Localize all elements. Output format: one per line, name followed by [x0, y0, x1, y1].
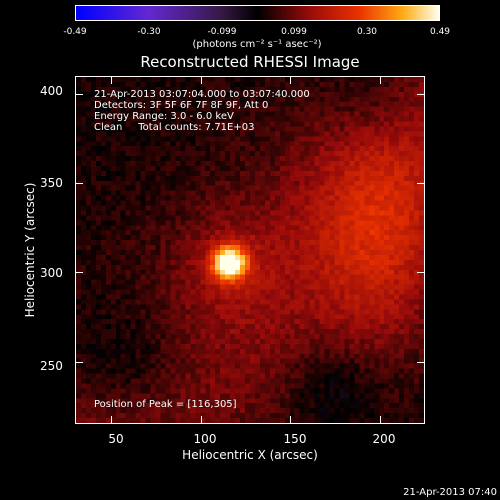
- heatmap-image: [76, 77, 424, 423]
- axis-tick: [75, 183, 83, 185]
- colorbar-tick: 0.30: [356, 27, 378, 37]
- axis-tick: [75, 272, 83, 274]
- timestamp: 21-Apr-2013 07:40: [403, 487, 497, 498]
- annotation-peak-position: Position of Peak = [116,305]: [94, 399, 237, 410]
- axis-tick: [417, 272, 425, 274]
- chart-title: Reconstructed RHESSI Image: [140, 53, 360, 71]
- axis-tick: [110, 76, 112, 84]
- annotation-detectors: Detectors: 3F 5F 6F 7F 8F 9F, Att 0: [94, 100, 269, 111]
- y-axis-label: Heliocentric Y (arcsec): [23, 182, 37, 318]
- plot-area: 21-Apr-2013 03:07:04.000 to 03:07:40.000…: [75, 76, 425, 424]
- annotation-time-range: 21-Apr-2013 03:07:04.000 to 03:07:40.000: [94, 89, 310, 100]
- axis-tick: [290, 76, 292, 84]
- y-tick-label: 350: [40, 176, 63, 190]
- x-tick-label: 150: [283, 432, 307, 446]
- axis-tick: [380, 76, 382, 84]
- axis-tick: [380, 416, 382, 424]
- x-tick-label: 50: [108, 432, 124, 446]
- y-tick-label: 400: [40, 84, 63, 98]
- colorbar-tick: -0.30: [137, 27, 161, 37]
- colorbar-tick: 0.099: [281, 27, 307, 37]
- annotation-energy-range: Energy Range: 3.0 - 6.0 keV: [94, 111, 234, 122]
- annotation-clean-counts: Clean Total counts: 7.71E+03: [94, 122, 255, 133]
- colorbar-unit: (photons cm⁻² s⁻¹ asec⁻²): [192, 39, 322, 50]
- x-tick-label: 100: [193, 432, 217, 446]
- colorbar-tick: 0.49: [429, 27, 451, 37]
- axis-tick: [417, 93, 425, 95]
- axis-tick: [75, 93, 83, 95]
- colorbar-tick: -0.099: [207, 27, 237, 37]
- colorbar-tick: -0.49: [63, 27, 87, 37]
- colorbar: [75, 5, 440, 21]
- axis-tick: [200, 416, 202, 424]
- y-tick-label: 250: [40, 359, 63, 373]
- axis-tick: [417, 183, 425, 185]
- y-tick-label: 300: [40, 266, 63, 280]
- x-tick-label: 200: [372, 432, 396, 446]
- axis-tick: [110, 416, 112, 424]
- axis-tick: [290, 416, 292, 424]
- axis-tick: [417, 361, 425, 363]
- x-axis-label: Heliocentric X (arcsec): [182, 448, 318, 462]
- axis-tick: [200, 76, 202, 84]
- axis-tick: [75, 361, 83, 363]
